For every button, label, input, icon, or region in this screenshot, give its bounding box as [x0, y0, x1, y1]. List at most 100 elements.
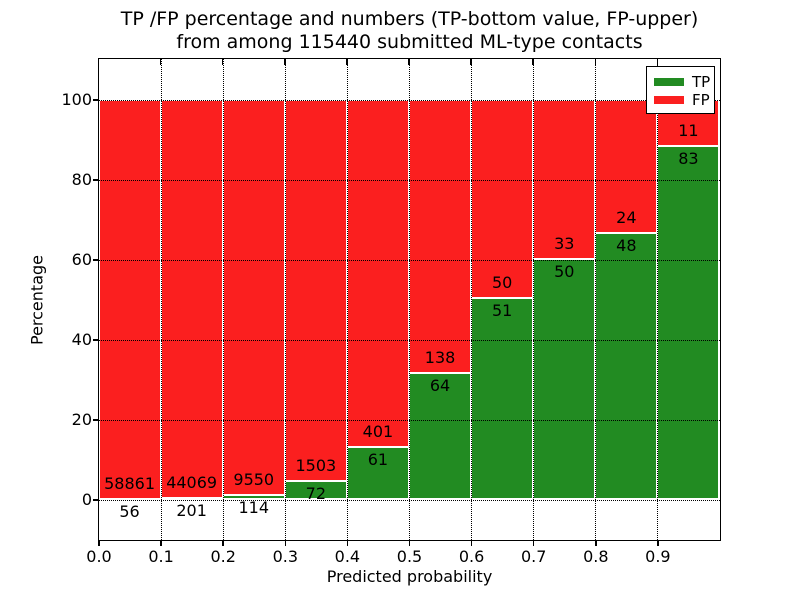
tp-count-label: 61 — [367, 449, 389, 469]
y-gridline — [98, 419, 720, 421]
fp-count-label: 138 — [424, 347, 456, 367]
top-tick — [284, 58, 286, 65]
x-tick — [408, 540, 411, 546]
top-tick — [532, 58, 534, 65]
y-tick-label: 100 — [61, 90, 92, 109]
y-gridline — [98, 499, 720, 501]
y-gridline — [98, 339, 720, 341]
fp-count-label: 11 — [678, 121, 699, 141]
fp-bar-segment — [222, 99, 285, 495]
tp-count-label: 83 — [678, 149, 699, 169]
y-tick — [93, 99, 98, 101]
y-gridline — [98, 259, 720, 261]
legend-label-fp: FP — [692, 91, 710, 109]
legend-item-fp: FP — [654, 91, 714, 109]
y-tick-label: 20 — [71, 410, 92, 429]
fp-bar-segment — [595, 99, 658, 233]
x-tick-label: 0.8 — [583, 547, 609, 566]
x-tick — [346, 540, 349, 546]
y-tick-label: 0 — [81, 490, 92, 509]
tp-bar-segment — [533, 258, 596, 500]
plot-area: 58861 56 44069 201 9550 114 1503 72 401 61 138 64 50… — [97, 57, 721, 541]
x-gridline — [471, 58, 473, 540]
x-gridline — [657, 58, 659, 540]
y-tick — [93, 419, 98, 421]
x-gridline — [284, 58, 286, 540]
y-gridline — [98, 99, 720, 101]
fp-bar-segment — [409, 99, 472, 373]
legend-label-tp: TP — [692, 73, 711, 91]
tp-count-label: 201 — [176, 500, 207, 520]
x-gridline — [409, 58, 410, 540]
x-tick — [470, 540, 473, 546]
tp-count-label: 56 — [119, 502, 140, 522]
fp-bar-segment — [284, 99, 347, 482]
x-tick — [532, 540, 535, 546]
x-tick-label: 0.5 — [396, 547, 423, 566]
x-tick-label: 0.7 — [520, 547, 547, 566]
y-tick — [93, 259, 98, 261]
y-tick — [93, 179, 98, 181]
fp-count-label: 1503 — [295, 456, 337, 476]
y-tick-label: 80 — [71, 170, 92, 189]
tp-count-label: 51 — [491, 300, 513, 320]
x-tick — [222, 540, 224, 546]
x-tick — [657, 540, 659, 546]
x-axis-label: Predicted probability — [326, 567, 493, 586]
top-tick — [594, 58, 597, 65]
top-tick — [656, 58, 659, 65]
tp-count-label: 114 — [238, 497, 270, 517]
y-gridline — [98, 179, 720, 181]
fp-bar-segment — [160, 99, 223, 498]
x-gridline — [160, 58, 162, 540]
tp-count-label: 48 — [616, 235, 637, 255]
fp-count-label: 44069 — [166, 472, 218, 492]
y-tick — [93, 499, 98, 501]
fp-count-label: 50 — [491, 272, 513, 292]
x-tick-label: 0.2 — [210, 547, 236, 566]
top-tick — [221, 58, 224, 65]
fp-bar-segment — [471, 99, 534, 298]
top-tick — [470, 58, 472, 65]
legend-item-tp: TP — [654, 73, 714, 91]
tp-count-label: 72 — [305, 484, 327, 504]
fp-bar-segment — [98, 99, 161, 500]
fp-count-label: 401 — [362, 421, 394, 441]
fp-bar-segment — [533, 99, 596, 259]
top-tick — [159, 58, 162, 65]
tp-bar-segment — [595, 232, 658, 500]
x-tick — [284, 540, 287, 546]
fp-color-swatch-icon — [654, 96, 684, 104]
x-gridline — [533, 58, 535, 540]
y-tick-label: 60 — [71, 250, 92, 269]
x-tick-label: 0.6 — [458, 547, 485, 566]
x-tick — [98, 540, 100, 546]
chart-title-line1: TP /FP percentage and numbers (TP-bottom… — [120, 8, 699, 30]
x-gridline — [595, 58, 597, 540]
y-tick-label: 40 — [71, 330, 92, 349]
legend: TP FP — [646, 66, 715, 114]
x-tick-label: 0.1 — [148, 547, 174, 566]
fp-bar-segment — [346, 99, 409, 447]
chart-title: TP /FP percentage and numbers (TP-bottom… — [99, 8, 720, 54]
fp-count-label: 9550 — [233, 469, 275, 489]
top-tick — [346, 58, 348, 65]
tp-bar-segment — [471, 297, 534, 500]
fp-count-label: 24 — [616, 207, 637, 227]
fp-count-label: 58861 — [104, 474, 155, 494]
tp-bar-segment — [657, 146, 720, 500]
x-tick — [595, 540, 597, 546]
tp-bar-segment — [346, 446, 409, 500]
x-tick — [160, 540, 162, 546]
x-tick-label: 0.0 — [86, 547, 112, 566]
x-tick-label: 0.3 — [272, 547, 299, 566]
x-gridline — [346, 58, 348, 540]
x-tick-label: 0.9 — [645, 547, 671, 566]
fp-count-label: 33 — [554, 233, 575, 253]
chart-title-line2: from among 115440 submitted ML-type cont… — [176, 31, 643, 53]
tp-count-label: 64 — [429, 375, 451, 395]
y-tick — [93, 339, 98, 341]
top-tick — [408, 58, 410, 65]
tp-count-label: 50 — [554, 261, 575, 281]
